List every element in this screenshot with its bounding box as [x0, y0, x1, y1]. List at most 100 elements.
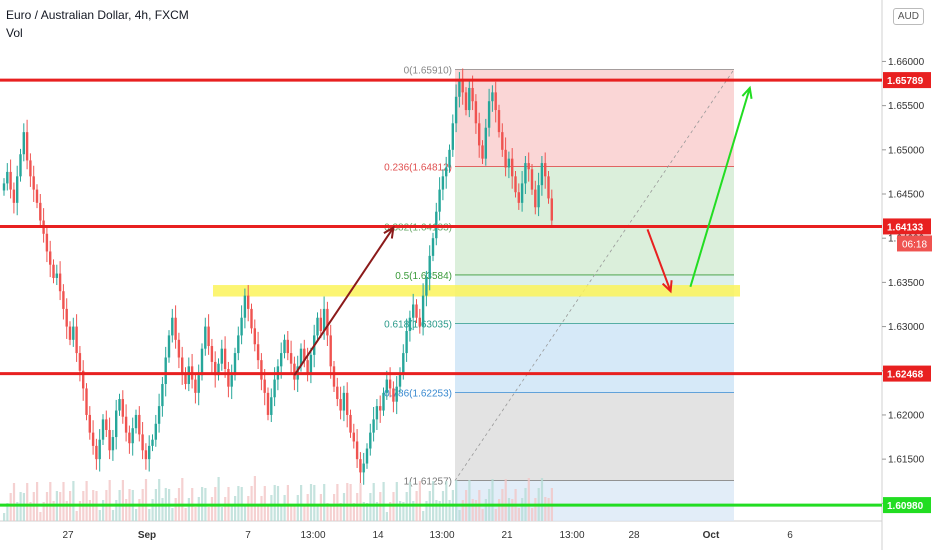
red-arrow [646, 229, 672, 292]
x-tick-label: 27 [62, 530, 74, 541]
candle-body [151, 439, 154, 446]
volume-bar [329, 504, 332, 521]
candle-body [55, 273, 58, 278]
candle-body [98, 439, 101, 460]
dark-red-arrow [293, 227, 395, 376]
x-tick-label: 7 [245, 530, 251, 541]
volume-bar [359, 483, 362, 521]
candle-body [58, 273, 62, 292]
volume-bar [181, 478, 184, 521]
volume-bar [408, 482, 412, 521]
volume-bar [531, 508, 534, 521]
fib-label-0.5: 0.5(1.63584) [395, 271, 452, 282]
candle-body [260, 360, 263, 380]
volume-bar [418, 481, 421, 521]
candle-body [405, 330, 408, 354]
volume-bar [75, 511, 78, 521]
candle-body [412, 304, 415, 318]
candle-body [39, 202, 42, 221]
volume-bar [230, 506, 233, 521]
price-tag-1.64133: 1.64133 [887, 222, 924, 233]
candle-body [421, 295, 425, 327]
candle-body [445, 167, 448, 177]
volume-bar [194, 507, 197, 521]
volume-bar [517, 508, 520, 521]
candle-body [286, 339, 289, 354]
candle-body [16, 176, 19, 203]
volume-bar [422, 511, 425, 521]
volume-bar [375, 502, 379, 521]
countdown-bg [897, 235, 932, 252]
currency-badge[interactable]: AUD [892, 8, 924, 25]
volume-bar [12, 483, 16, 521]
candle-body [385, 379, 388, 393]
volume-bar [498, 499, 501, 521]
volume-bar [161, 498, 164, 521]
volume-bar [445, 481, 448, 521]
candle-body [138, 414, 141, 435]
volume-bar [471, 499, 474, 521]
candle-body [243, 295, 247, 318]
volume-bar [88, 500, 91, 521]
candle-body [289, 353, 293, 364]
volume-bar [540, 478, 544, 521]
volume-bar [257, 506, 260, 521]
volume-bar [115, 500, 118, 521]
x-tick-label: Sep [138, 530, 156, 541]
candle-body [204, 326, 207, 349]
volume-bar [303, 504, 306, 521]
volume-bar [349, 484, 352, 521]
candle-body [464, 92, 468, 111]
candle-body [250, 308, 253, 329]
volume-bar [138, 499, 141, 521]
candle-body [62, 291, 65, 309]
volume-bar [296, 495, 299, 521]
candle-body [118, 399, 121, 411]
volume-bar [171, 508, 174, 521]
candle-body [88, 414, 91, 433]
candle-body [167, 335, 171, 358]
price-tag-bg [883, 218, 931, 235]
fib-label-0.236: 0.236(1.64812) [384, 162, 452, 173]
volume-bar [247, 496, 250, 521]
candle-body [534, 189, 537, 208]
candle-body [451, 123, 454, 150]
candle-body [402, 353, 405, 373]
candle-body [478, 123, 481, 146]
candle-body [408, 317, 412, 331]
y-tick-label: 1.66000 [888, 57, 925, 68]
volume-bar [507, 498, 511, 521]
volume-bar [174, 498, 177, 521]
candle-body [200, 348, 204, 376]
y-tick-label: 1.62000 [888, 410, 925, 421]
volume-bar [26, 483, 29, 521]
volume-bar [49, 482, 52, 521]
candle-body [214, 361, 217, 376]
candle-body [134, 414, 138, 429]
volume-bar [62, 482, 65, 521]
volume-bar [144, 479, 148, 521]
candle-body [395, 386, 398, 402]
price-tag-bg [883, 497, 931, 514]
candle-body [362, 463, 365, 473]
candle-body [540, 163, 544, 186]
volume-bar [290, 504, 293, 521]
candle-body [299, 348, 303, 367]
y-tick-label: 1.65000 [888, 145, 925, 156]
volume-bar [283, 495, 286, 521]
volume-bar [352, 503, 355, 521]
volume-bar [481, 509, 484, 521]
candle-body [144, 450, 148, 460]
candle-body [514, 176, 517, 193]
volume-bar [207, 507, 210, 521]
candle-body [9, 171, 12, 190]
candle-body [266, 392, 270, 415]
candle-body [141, 434, 144, 451]
candle-body [501, 132, 504, 150]
volume-bar [544, 497, 547, 521]
volume-bar [395, 482, 398, 521]
price-tag-1.62468: 1.62468 [887, 370, 924, 381]
candle-body [247, 295, 250, 309]
volume-bar [323, 484, 326, 521]
